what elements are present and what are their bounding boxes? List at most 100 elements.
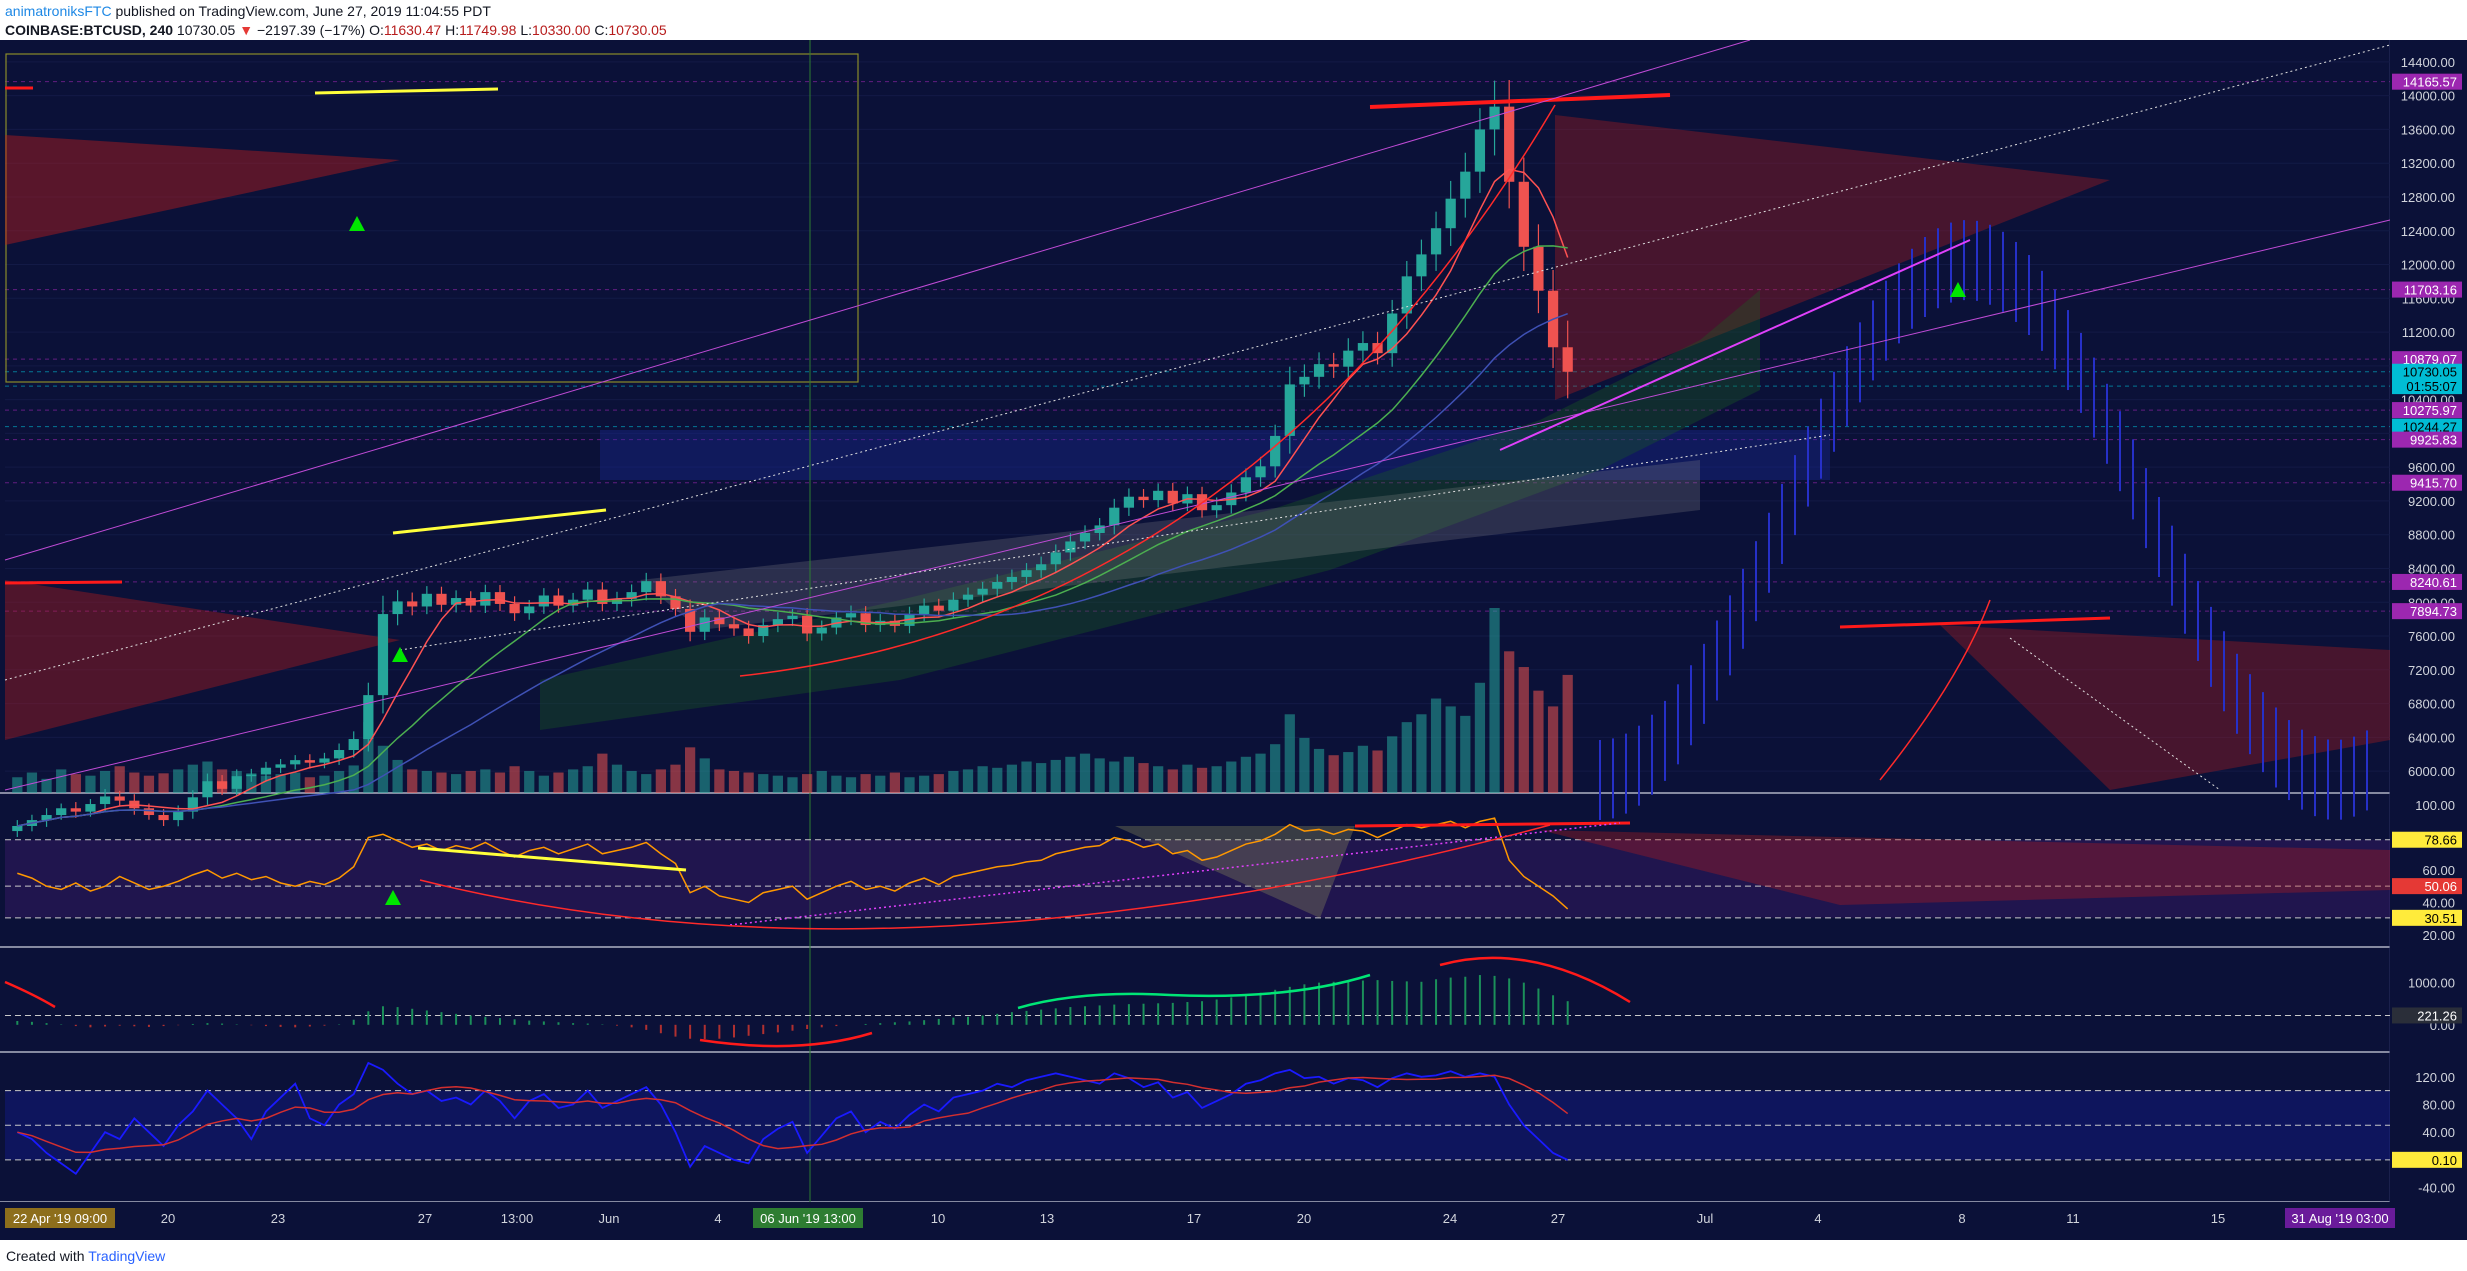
volume-bar: [158, 773, 169, 793]
volume-bar: [260, 775, 272, 793]
volume-bar: [1255, 753, 1266, 793]
red-triangle-right: [1940, 625, 2390, 790]
candle-body: [319, 758, 330, 763]
candle-body: [202, 781, 213, 798]
low-label: L:: [520, 22, 533, 38]
rsi-line: [17, 817, 1569, 910]
volume-bar: [1021, 761, 1032, 793]
rsi-curve: [419, 824, 1551, 930]
volume-bar: [816, 770, 827, 793]
indicator-panes: [4, 817, 2390, 1176]
low-value: 10330.00: [532, 22, 591, 38]
price-tag-bg: [2392, 418, 2462, 435]
volume-bar: [1474, 682, 1486, 793]
price-tag-bg: [2392, 378, 2462, 395]
volume-bar: [392, 759, 403, 793]
time-tick-label: 06 Jun '19 13:00: [760, 1211, 856, 1226]
volume-bar: [1416, 714, 1427, 793]
candle-body: [948, 599, 959, 611]
candle-body: [962, 594, 974, 600]
candle-body: [597, 589, 608, 604]
volume-bar: [626, 770, 637, 793]
time-tick-label: 11: [2066, 1211, 2080, 1226]
time-tick-label: 15: [2211, 1211, 2225, 1226]
price-axis[interactable]: 14400.00 14000.00 13600.00 13200.00 12800.00…: [2390, 40, 2467, 1202]
candle-body: [12, 825, 23, 832]
candle-body: [1474, 129, 1486, 172]
time-tick-label: 22 Apr '19 09:00: [13, 1211, 107, 1226]
candle-body: [670, 596, 681, 610]
candle-body: [1430, 228, 1442, 255]
volume-bar: [714, 769, 725, 793]
resistance-trendline: [1839, 616, 2111, 629]
volume-bar: [860, 774, 871, 793]
volume-bar: [553, 772, 564, 793]
price-tick-label: 13600.00: [2401, 122, 2455, 137]
volume-bars: [12, 608, 1573, 793]
moving-average: [17, 312, 1568, 827]
volume-bar: [1270, 744, 1281, 793]
candle-body: [933, 605, 944, 611]
volume-bar: [1094, 758, 1105, 793]
tradingview-logo-link[interactable]: TradingView: [88, 1248, 166, 1264]
author-link[interactable]: animatroniksFTC: [5, 3, 112, 19]
volume-bar: [1313, 748, 1325, 793]
candle-body: [85, 804, 96, 812]
candle-body: [1299, 376, 1310, 385]
divergence-trendline: [392, 508, 607, 535]
volume-bar: [787, 777, 798, 793]
price-tag-bg: [2392, 603, 2462, 620]
price-tag-label: 01:55:07: [2406, 379, 2457, 394]
rsi-band: [5, 839, 2390, 918]
volume-bar: [904, 777, 915, 793]
price-axis-bg: [2390, 40, 2467, 1202]
time-axis[interactable]: 22 Apr '19 09:00 20 23 27 13:00 Jun 4 06 Jun '1…: [0, 1202, 2467, 1240]
time-tick-label: 31 Aug '19 03:00: [2291, 1211, 2388, 1226]
rsi-red-triangle: [1540, 830, 2390, 905]
candle-body: [743, 628, 754, 637]
candle-body: [1489, 106, 1500, 130]
volume-bar: [1518, 667, 1529, 793]
chart-background: [0, 40, 2467, 1240]
volume-bar: [1562, 674, 1573, 793]
time-tick-label: 13: [1040, 1211, 1054, 1226]
footer: Created with TradingView: [0, 1242, 406, 1270]
candle-body: [1562, 347, 1573, 372]
volume-bar: [56, 769, 67, 793]
volume-bar: [129, 772, 140, 793]
chart-canvas[interactable]: 14400.00 14000.00 13600.00 13200.00 12800.00…: [0, 40, 2467, 1240]
cci-line: [16, 1061, 1569, 1176]
price-tick-label: 9200.00: [2408, 494, 2455, 509]
volume-bar: [670, 764, 681, 793]
candle-body: [1416, 254, 1427, 277]
candle-body: [114, 796, 125, 801]
volume-bar: [450, 774, 462, 793]
dotted-trendline: [399, 434, 1831, 651]
candle-body: [524, 606, 535, 614]
candle-body: [450, 598, 462, 605]
candle-body: [1211, 505, 1222, 511]
candle-body: [216, 781, 228, 789]
candle-body: [1343, 350, 1354, 367]
price-tag-label: 78.66: [2424, 833, 2457, 848]
created-with-text: Created with: [6, 1248, 85, 1264]
price-tag-bg: [2392, 1151, 2462, 1168]
price-tag-bg: [2392, 474, 2462, 491]
price-tag-bg: [2392, 1007, 2462, 1024]
symbol-label: COINBASE:BTCUSD, 240: [5, 22, 174, 38]
candle-body: [553, 595, 564, 606]
volume-bar: [1299, 737, 1310, 793]
volume-bar: [41, 778, 52, 793]
volume-bar: [187, 764, 198, 793]
price-tag-bg: [2392, 831, 2462, 848]
volume-bar: [1153, 766, 1164, 793]
time-tick-label: 27: [418, 1211, 432, 1226]
rsi-resistance-line: [1354, 821, 1631, 828]
volume-bar: [567, 769, 579, 793]
price-tag-label: 10730.05: [2403, 365, 2457, 380]
candle-body: [246, 774, 257, 777]
up-arrow-icon: [349, 216, 365, 231]
candle-body: [699, 617, 710, 632]
volume-bar: [611, 764, 623, 793]
price-tick-label: 12000.00: [2401, 258, 2455, 273]
